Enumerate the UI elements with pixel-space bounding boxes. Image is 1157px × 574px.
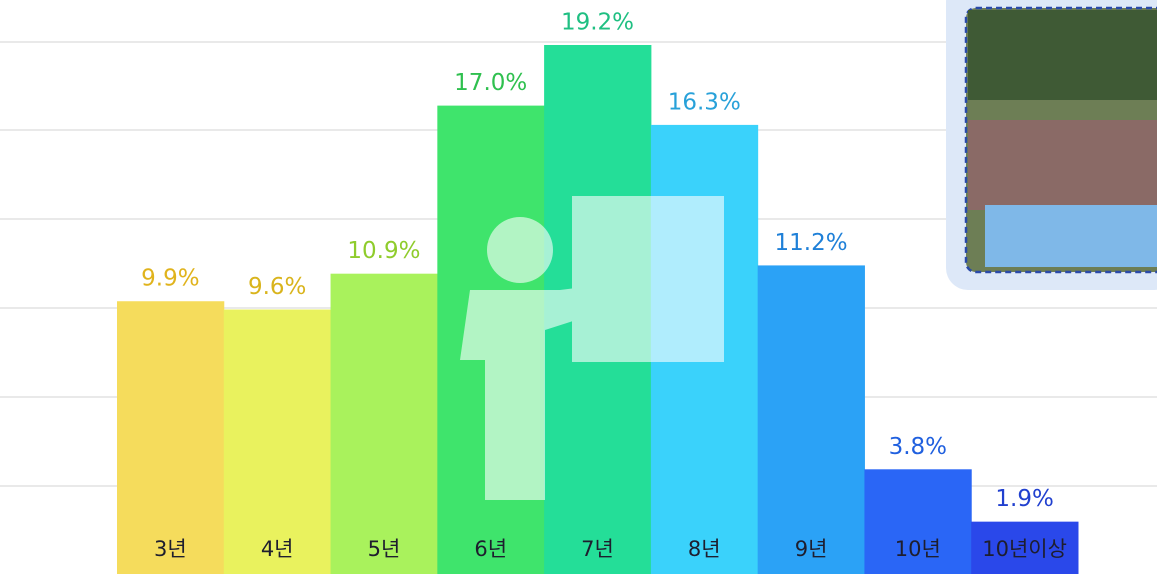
photo-trees — [968, 10, 1157, 100]
category-label: 10년이상 — [982, 537, 1067, 561]
category-label: 4년 — [261, 537, 294, 561]
value-label: 1.9% — [995, 486, 1053, 512]
category-label: 5년 — [368, 537, 401, 561]
bar — [117, 301, 224, 574]
photo — [946, 0, 1157, 290]
category-label: 6년 — [474, 537, 507, 561]
photo-banner — [985, 205, 1157, 267]
category-label: 10년 — [895, 537, 941, 561]
bar — [224, 310, 331, 574]
bar — [331, 274, 438, 574]
chart: 9.9% 3년 9.6% 4년 10.9% 5년 17.0% 6년 19.2% 7년 16.3% 8년… — [0, 0, 1157, 574]
category-label: 9년 — [795, 537, 828, 561]
value-label: 16.3% — [668, 89, 741, 115]
category-label: 8년 — [688, 537, 721, 561]
value-label: 9.9% — [141, 266, 199, 292]
category-label: 3년 — [154, 537, 187, 561]
photo-people — [968, 120, 1157, 210]
bar — [758, 265, 865, 574]
value-label: 9.6% — [248, 274, 306, 300]
page: {"chart_data": {"type": "bar", "categori… — [0, 0, 1157, 574]
value-label: 19.2% — [561, 10, 634, 36]
value-label: 10.9% — [347, 238, 420, 264]
icon-head — [487, 217, 553, 283]
value-label: 3.8% — [889, 434, 947, 460]
category-label: 7년 — [581, 537, 614, 561]
value-label: 11.2% — [775, 230, 848, 256]
value-label: 17.0% — [454, 70, 527, 96]
